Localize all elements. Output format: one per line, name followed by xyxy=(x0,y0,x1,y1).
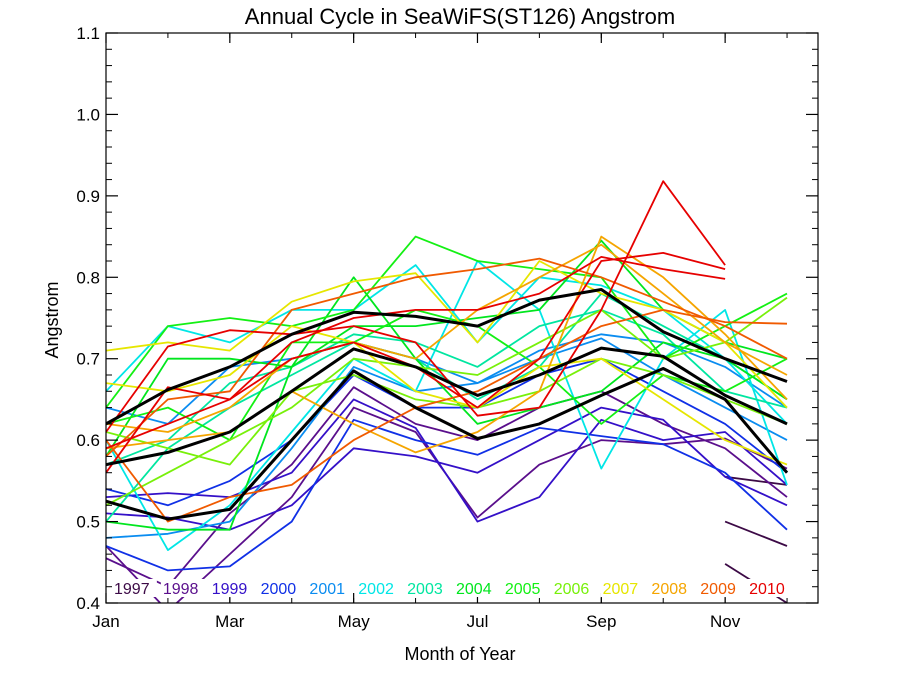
x-tick-label: Jul xyxy=(467,612,489,631)
legend-label-backdrop xyxy=(307,579,353,597)
legend-entry-2007: 2007 xyxy=(603,581,639,598)
legend-entry-2005: 2005 xyxy=(505,581,541,598)
series-line-2010-0 xyxy=(106,180,726,433)
series-line-1998-1 xyxy=(106,386,788,588)
legend-label-backdrop xyxy=(502,579,548,597)
x-tick-label: Mar xyxy=(215,612,245,631)
x-tick-label: Nov xyxy=(710,612,741,631)
y-tick-label: 1.1 xyxy=(76,24,100,43)
series-line-2000-1 xyxy=(106,357,788,507)
legend-entry-1998: 1998 xyxy=(163,581,199,598)
series-line-2005-0 xyxy=(106,235,788,409)
legend-entry-2001: 2001 xyxy=(309,581,345,598)
series-line-2000-0 xyxy=(106,418,788,572)
series-line-2008-1 xyxy=(106,243,788,433)
y-tick-label: 0.9 xyxy=(76,187,100,206)
y-tick-label: 0.7 xyxy=(76,350,100,369)
legend-label-backdrop xyxy=(258,579,304,597)
legend-label-backdrop xyxy=(649,579,695,597)
y-tick-label: 0.4 xyxy=(76,594,100,613)
series-line-1999-1 xyxy=(106,406,788,531)
series-line-1997-1 xyxy=(724,520,788,547)
series-line-2009-0 xyxy=(106,308,788,523)
legend: 1997 1998 1999 2000 2001 2002 2003 2004 2005 2006… xyxy=(112,579,792,598)
legend-entry-2003: 2003 xyxy=(407,581,443,598)
chart-title: Annual Cycle in SeaWiFS(ST126) Angstrom xyxy=(245,4,675,29)
legend-label-backdrop xyxy=(160,579,206,597)
legend-entry-1999: 1999 xyxy=(212,581,248,598)
legend-label-backdrop xyxy=(600,579,646,597)
series-line-mean-2 xyxy=(106,288,788,426)
legend-label-backdrop xyxy=(747,579,792,597)
legend-entry-2006: 2006 xyxy=(554,581,590,598)
series-line-2006-0 xyxy=(106,296,788,507)
series-line-2004-1 xyxy=(106,239,788,531)
y-axis-label: Angstrom xyxy=(42,281,62,358)
legend-label-backdrop xyxy=(112,579,157,597)
y-tick-label: 0.8 xyxy=(76,268,100,287)
series-line-1999-0 xyxy=(106,398,788,523)
series-line-2009-1 xyxy=(106,257,788,458)
y-tick-label: 1.0 xyxy=(76,105,100,124)
series-line-2010-2 xyxy=(106,255,726,450)
tick-layer: Jan Mar May Jul Sep Nov 0.4 0.5 0.6 0.7 0.8 0.9 1.0 1… xyxy=(76,24,818,631)
plot-frame xyxy=(105,32,819,604)
legend-entry-2004: 2004 xyxy=(456,581,492,598)
legend-entry-2008: 2008 xyxy=(651,581,687,598)
y-tick-label: 0.5 xyxy=(76,513,100,532)
x-tick-label: Sep xyxy=(586,612,616,631)
legend-label-backdrop xyxy=(698,579,744,597)
legend-entry-2010: 2010 xyxy=(749,581,785,598)
legend-label-backdrop xyxy=(405,579,450,597)
series-line-mean-0 xyxy=(106,367,789,521)
series-line-2004-0 xyxy=(106,276,788,457)
legend-label-backdrop xyxy=(356,579,402,597)
x-tick-label: May xyxy=(338,612,371,631)
series-line-1997-0 xyxy=(724,475,788,486)
legend-entry-1997: 1997 xyxy=(114,581,150,598)
x-axis-label: Month of Year xyxy=(404,644,515,664)
x-tick-label: Jan xyxy=(92,612,119,631)
legend-label-backdrop xyxy=(551,579,597,597)
series-line-2008-0 xyxy=(106,235,788,454)
series-line-2002-1 xyxy=(106,264,788,425)
series-line-mean-1 xyxy=(106,346,788,467)
legend-label-backdrop xyxy=(454,579,499,597)
series-line-2006-1 xyxy=(106,357,788,466)
legend-entry-2002: 2002 xyxy=(358,581,394,598)
legend-label-backdrop xyxy=(209,579,255,597)
series-line-2002-0 xyxy=(106,260,788,551)
series-layer xyxy=(106,180,789,603)
legend-entry-2009: 2009 xyxy=(700,581,736,598)
y-tick-label: 0.6 xyxy=(76,431,100,450)
legend-entry-2000: 2000 xyxy=(261,581,297,598)
series-line-2007-0 xyxy=(106,260,788,409)
